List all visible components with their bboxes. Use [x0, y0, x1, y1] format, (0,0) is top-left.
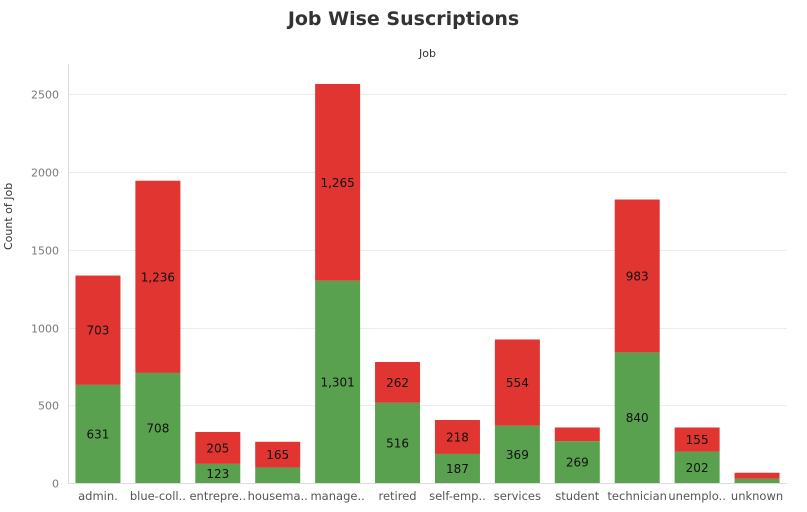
x-tick-label: manage.. — [310, 489, 364, 503]
bar-segment — [75, 275, 121, 385]
data-label: 703 — [87, 324, 110, 338]
data-label: 1,236 — [141, 270, 175, 284]
y-tick-label: 2000 — [31, 167, 59, 180]
bar-segment — [434, 420, 480, 454]
x-tick-label: services — [494, 489, 541, 503]
data-label: 1,265 — [320, 176, 354, 190]
bar-segment — [195, 431, 241, 464]
data-label: 262 — [386, 376, 409, 390]
data-label: 218 — [446, 430, 469, 444]
bar-segment — [315, 280, 361, 483]
bar-segment — [195, 463, 241, 483]
chart-title: Job Wise Suscriptions — [287, 8, 520, 30]
bar-segment — [494, 339, 540, 426]
x-tick-label: unknown — [731, 489, 783, 503]
y-tick-label: 1000 — [31, 323, 59, 336]
bar-segment — [674, 451, 720, 483]
bar-segment — [734, 478, 780, 483]
bar-segment — [75, 384, 121, 483]
x-tick-label: unemplo.. — [668, 489, 726, 503]
axes: 0 500 1000 1500 2000 2500 admin. blue-coll.. ent… — [31, 64, 787, 503]
bar-segment — [255, 467, 301, 483]
data-label: 554 — [506, 376, 529, 390]
bars — [75, 83, 780, 483]
data-label: 165 — [266, 448, 289, 462]
bar-segment — [554, 441, 600, 483]
bar-segment — [375, 402, 421, 483]
bar-segment — [554, 427, 600, 442]
x-tick-label: housema.. — [248, 489, 308, 503]
bar-segment — [434, 453, 480, 483]
x-tick-label: entrepre.. — [189, 489, 246, 503]
x-tick-label: retired — [378, 489, 416, 503]
data-label: 187 — [446, 462, 469, 476]
bar-segment — [734, 472, 780, 479]
y-tick-label: 1500 — [31, 245, 59, 258]
x-tick-label: student — [555, 489, 599, 503]
bar-segment — [255, 441, 301, 468]
x-tick-label: blue-coll.. — [130, 489, 186, 503]
data-label: 269 — [566, 456, 589, 470]
y-tick-label: 0 — [52, 478, 59, 491]
data-labels: 631 703 708 1,236 123 205 165 1,301 1,265 516 262 1… — [87, 176, 709, 481]
data-label: 983 — [626, 269, 649, 283]
data-label: 708 — [146, 421, 169, 435]
x-tick-label: self-emp.. — [429, 489, 486, 503]
data-label: 155 — [686, 433, 709, 447]
bar-segment — [315, 83, 361, 281]
x-axis-header: Job — [419, 47, 436, 60]
gridlines — [68, 94, 787, 406]
bar-segment — [135, 372, 181, 483]
data-label: 123 — [206, 467, 229, 481]
x-tick-label: technician — [607, 489, 667, 503]
data-label: 202 — [686, 461, 709, 475]
bar-segment — [375, 362, 421, 403]
data-label: 631 — [87, 427, 110, 441]
data-label: 369 — [506, 448, 529, 462]
x-tick-label: admin. — [78, 489, 118, 503]
data-label: 205 — [206, 441, 229, 455]
y-tick-label: 2500 — [31, 89, 59, 102]
bar-segment — [614, 352, 660, 483]
bar-segment — [494, 425, 540, 483]
data-label: 516 — [386, 436, 409, 450]
bar-segment — [135, 180, 181, 373]
y-tick-label: 500 — [38, 400, 59, 413]
data-label: 840 — [626, 411, 649, 425]
bar-segment — [674, 427, 720, 452]
data-label: 1,301 — [320, 375, 354, 389]
bar-segment — [614, 199, 660, 353]
